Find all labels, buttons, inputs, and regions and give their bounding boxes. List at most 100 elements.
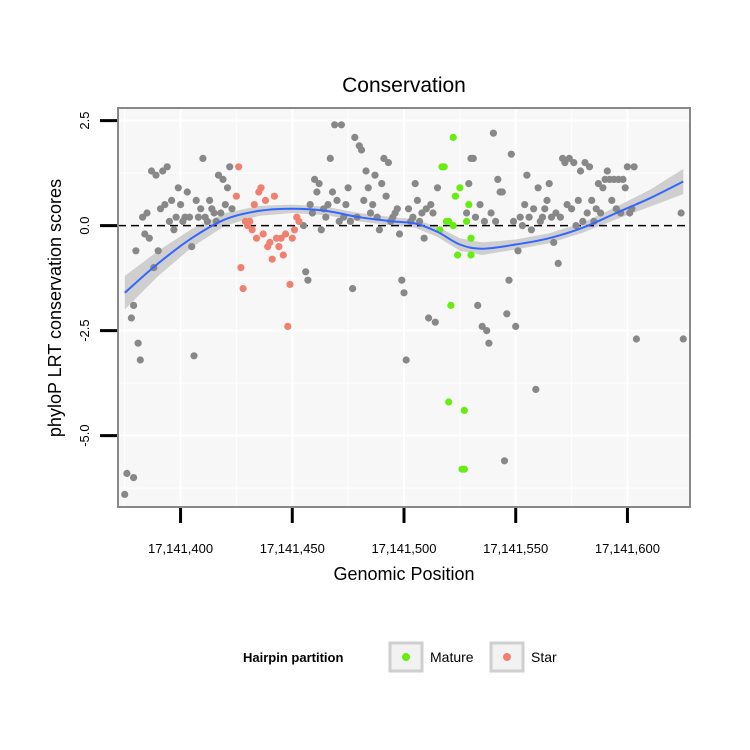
point-other bbox=[371, 171, 379, 179]
x-tick-label: 17,141,450 bbox=[260, 541, 325, 556]
point-other bbox=[619, 175, 627, 183]
point-other bbox=[431, 318, 439, 326]
point-other bbox=[404, 205, 413, 213]
point-other bbox=[194, 213, 202, 221]
point-other bbox=[351, 133, 359, 141]
point-other bbox=[480, 217, 488, 225]
point-star bbox=[250, 201, 258, 209]
point-other bbox=[400, 289, 408, 297]
point-other bbox=[538, 213, 547, 221]
point-star bbox=[295, 217, 303, 225]
point-other bbox=[147, 167, 156, 175]
point-other bbox=[422, 205, 430, 213]
data-points bbox=[121, 121, 687, 498]
point-other bbox=[299, 222, 308, 230]
chart-title: Conservation bbox=[342, 74, 466, 97]
point-other bbox=[161, 201, 169, 209]
point-other bbox=[130, 474, 138, 482]
point-other bbox=[427, 201, 435, 209]
point-other bbox=[177, 201, 185, 209]
point-mature bbox=[449, 133, 457, 141]
point-other bbox=[599, 184, 607, 192]
point-other bbox=[228, 205, 236, 213]
point-other bbox=[516, 213, 524, 221]
point-mature bbox=[460, 465, 468, 473]
point-other bbox=[308, 209, 316, 217]
point-other bbox=[572, 222, 580, 230]
point-mature bbox=[454, 251, 462, 259]
point-star bbox=[259, 230, 267, 238]
point-other bbox=[331, 121, 339, 129]
point-other bbox=[123, 469, 131, 477]
point-other bbox=[199, 154, 207, 162]
point-other bbox=[217, 209, 225, 217]
point-mature bbox=[445, 217, 453, 225]
point-star bbox=[282, 230, 290, 238]
point-other bbox=[585, 163, 594, 171]
point-other bbox=[136, 356, 144, 364]
point-other bbox=[127, 314, 135, 322]
point-star bbox=[270, 192, 278, 200]
point-other bbox=[500, 457, 509, 465]
point-other bbox=[554, 259, 562, 267]
point-other bbox=[326, 154, 334, 162]
point-other bbox=[197, 205, 205, 213]
point-other bbox=[360, 196, 368, 204]
point-other bbox=[342, 201, 350, 209]
point-other bbox=[621, 184, 629, 192]
point-star bbox=[261, 196, 270, 204]
point-other bbox=[494, 175, 502, 183]
point-other bbox=[476, 201, 484, 209]
point-other bbox=[574, 196, 582, 204]
point-other bbox=[487, 209, 495, 217]
point-other bbox=[471, 213, 480, 221]
y-axis-title: phyloP LRT conservation scores bbox=[45, 179, 65, 437]
point-other bbox=[165, 217, 173, 225]
point-other bbox=[192, 196, 200, 204]
point-other bbox=[357, 146, 366, 154]
legend-label-mature: Mature bbox=[430, 649, 474, 665]
point-other bbox=[563, 201, 571, 209]
legend-title: Hairpin partition bbox=[243, 650, 343, 665]
point-other bbox=[306, 201, 314, 209]
point-star bbox=[284, 322, 292, 330]
point-other bbox=[317, 226, 325, 234]
legend-key-star bbox=[503, 653, 511, 661]
point-other bbox=[398, 276, 406, 284]
point-other bbox=[378, 180, 386, 188]
point-other bbox=[630, 163, 638, 171]
point-other bbox=[632, 335, 641, 343]
legend-key-mature bbox=[402, 653, 410, 661]
x-axis: 17,141,400 17,141,450 17,141,500 17,141,550… bbox=[148, 508, 660, 556]
legend: Hairpin partition Mature Star bbox=[243, 641, 557, 673]
point-other bbox=[492, 217, 500, 225]
point-other bbox=[413, 196, 421, 204]
point-other bbox=[375, 226, 383, 234]
point-other bbox=[190, 352, 198, 360]
point-other bbox=[623, 163, 632, 171]
point-other bbox=[568, 205, 576, 213]
point-other bbox=[315, 180, 323, 188]
point-other bbox=[174, 184, 182, 192]
point-star bbox=[286, 280, 294, 288]
y-tick-label: 0.0 bbox=[77, 217, 92, 235]
point-other bbox=[507, 150, 515, 158]
point-other bbox=[512, 322, 520, 330]
x-tick-label: 17,141,400 bbox=[148, 541, 213, 556]
point-other bbox=[483, 327, 491, 335]
point-other bbox=[333, 196, 341, 204]
point-other bbox=[223, 184, 232, 192]
point-other bbox=[576, 167, 585, 175]
point-star bbox=[237, 264, 245, 272]
point-other bbox=[188, 243, 196, 251]
point-other bbox=[393, 205, 401, 213]
point-other bbox=[420, 234, 428, 242]
point-other bbox=[226, 163, 234, 171]
point-star bbox=[257, 184, 265, 192]
point-other bbox=[121, 490, 129, 498]
point-star bbox=[268, 255, 276, 263]
point-other bbox=[170, 226, 178, 234]
x-tick-label: 17,141,500 bbox=[371, 541, 436, 556]
point-other bbox=[168, 196, 176, 204]
y-tick-label: -5.0 bbox=[77, 424, 92, 446]
